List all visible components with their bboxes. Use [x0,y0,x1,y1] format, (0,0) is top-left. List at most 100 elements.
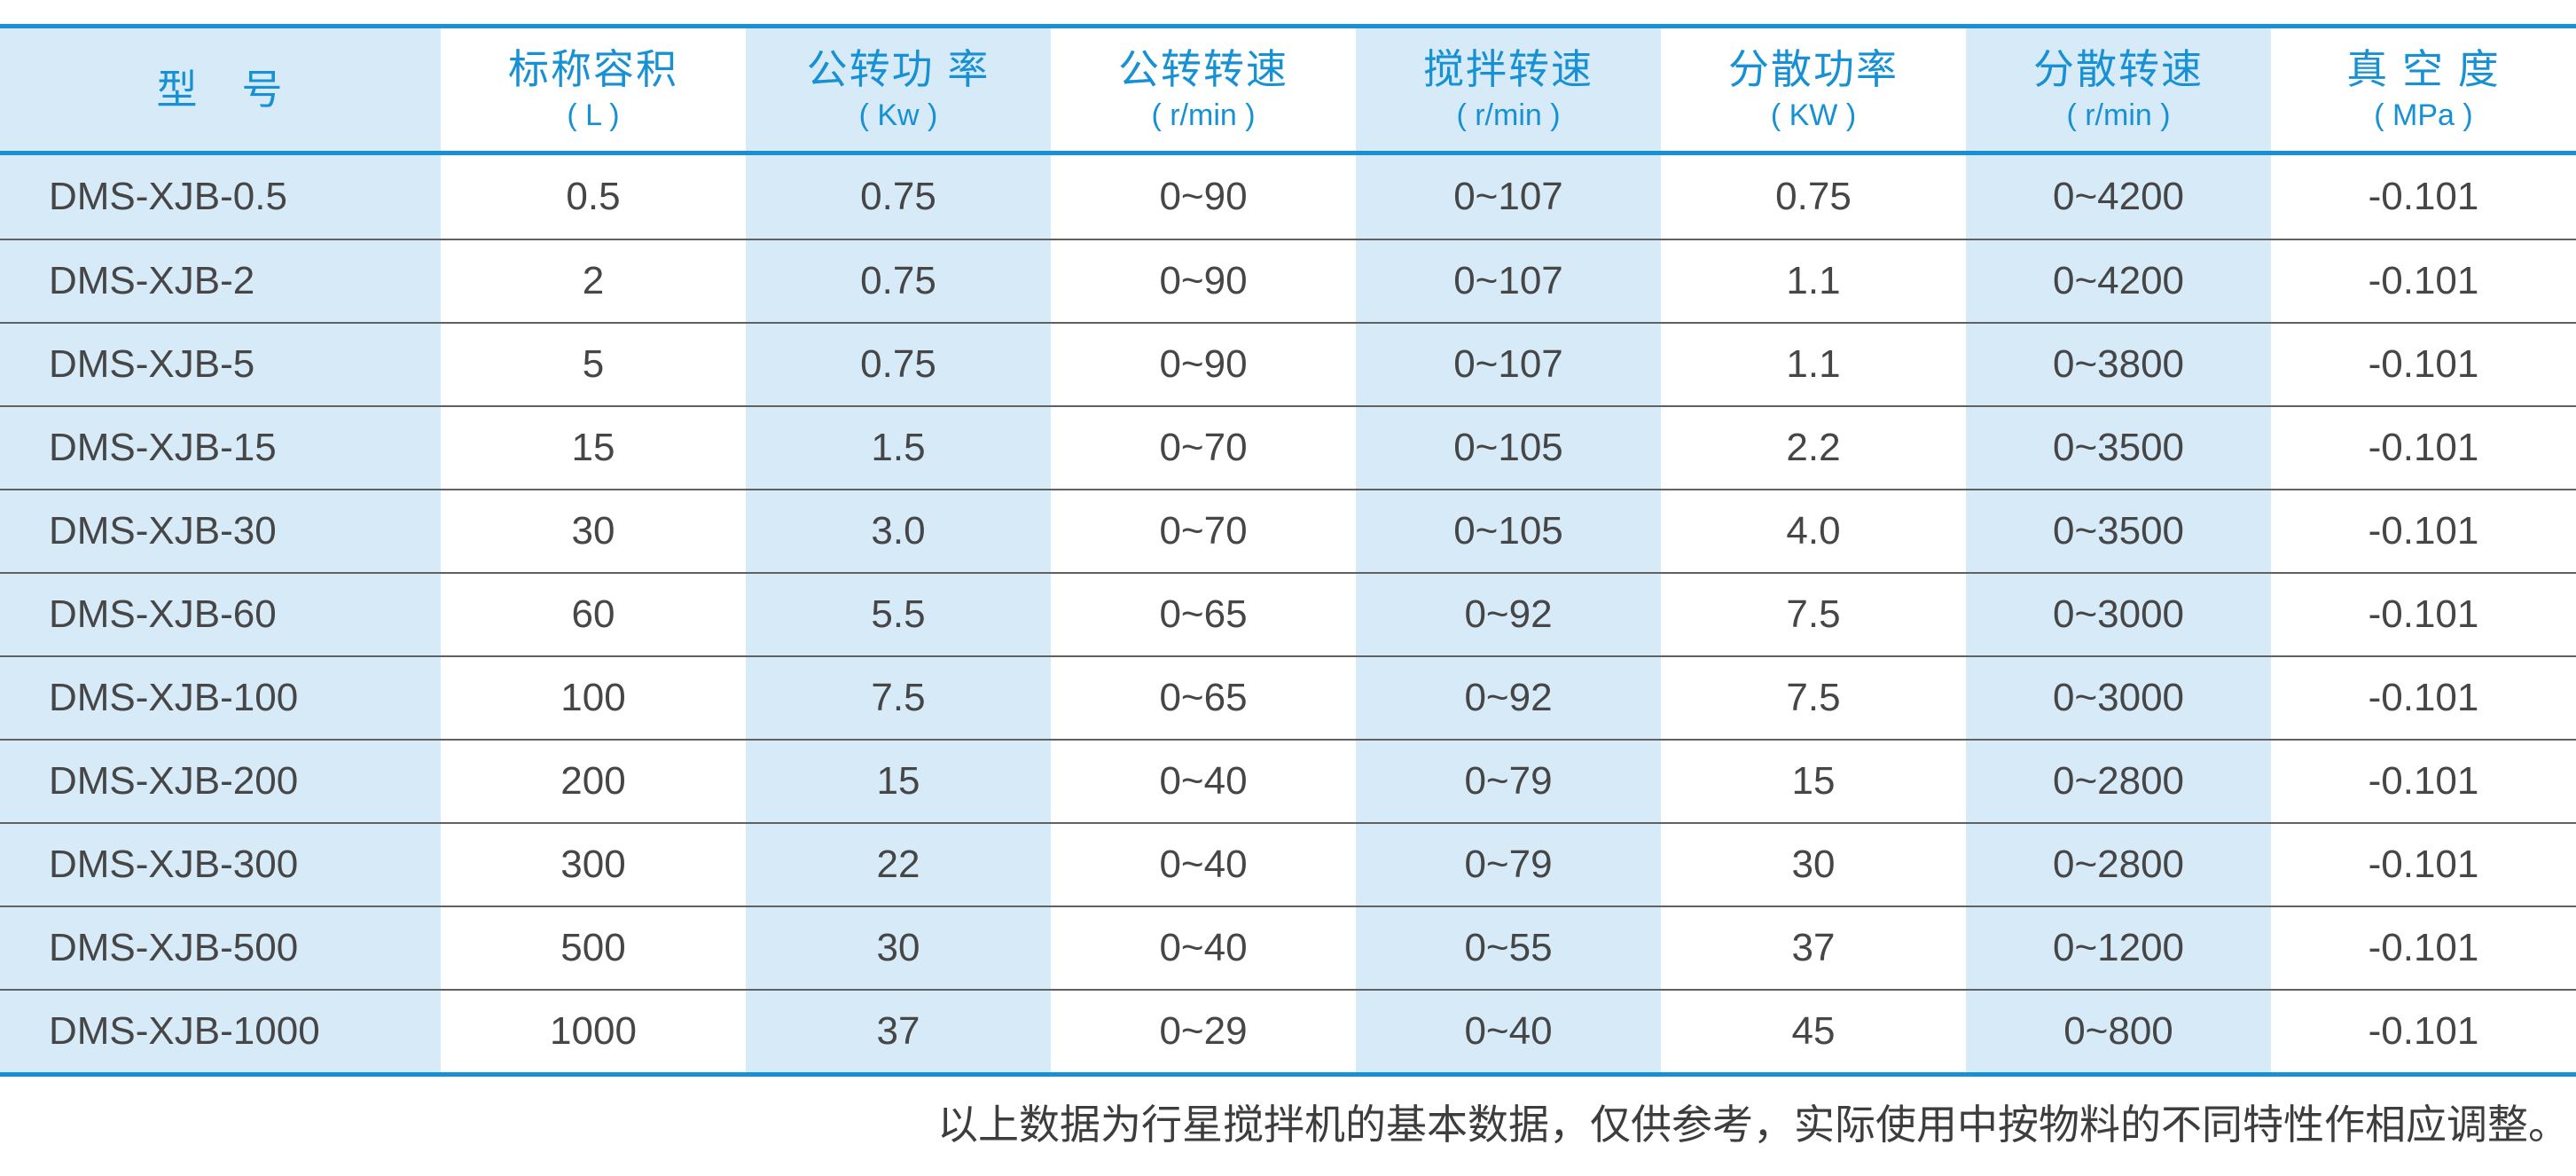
value-cell: 0~65 [1159,676,1248,719]
column-header-label: 搅拌转速 [1423,46,1593,92]
value-cell: 0~4200 [1966,155,2271,239]
value-cell: 0~90 [1159,259,1248,302]
table-row: DMS-XJB-0.5 0.5 0.75 0~90 0~107 0.75 0~4200 -0.… [0,155,2576,239]
value-cell: 0~92 [1356,574,1661,655]
value-cell: 30 [1791,843,1836,886]
value-cell: 2.2 [1786,426,1841,469]
value-cell: -0.101 [2368,926,2479,969]
column-header-unit: ( r/min ) [2066,98,2171,132]
value-cell: 30 [571,509,615,553]
value-cell: 0~107 [1356,324,1661,405]
model-cell: DMS-XJB-15 [0,407,441,489]
column-header-unit: ( r/min ) [1151,98,1256,132]
value-cell: 0~2800 [1966,824,2271,906]
value-cell: -0.101 [2368,426,2479,469]
footnote: 以上数据为行星搅拌机的基本数据，仅供参考，实际使用中按物料的不同特性作相应调整。 [937,1102,2569,1148]
value-cell: 100 [560,676,626,719]
column-header-label: 公转转速 [1118,46,1288,92]
value-cell: -0.101 [2368,592,2479,636]
value-cell: 2 [582,259,605,302]
model-cell: DMS-XJB-30 [0,490,441,572]
value-cell: 0~3800 [1966,324,2271,405]
value-cell: 4.0 [1786,509,1841,553]
value-cell: -0.101 [2368,259,2479,302]
table-row: DMS-XJB-60 60 5.5 0~65 0~92 7.5 0~3000 -0.101 [0,572,2576,655]
value-cell: 0~65 [1159,592,1248,636]
column-header-label: 分散转速 [2033,46,2204,92]
model-cell: DMS-XJB-200 [0,741,441,822]
value-cell: 3.0 [746,490,1051,572]
value-cell: 0.75 [746,155,1051,239]
value-cell: 0~3000 [1966,657,2271,739]
column-header-2: 标称容积 ( L ) [441,28,746,151]
value-cell: 0~105 [1356,490,1661,572]
column-header-unit: ( MPa ) [2374,98,2473,132]
value-cell: 0.75 [746,324,1051,405]
value-cell: 0~1200 [1966,907,2271,989]
value-cell: 15 [1791,759,1836,803]
table-body: DMS-XJB-0.5 0.5 0.75 0~90 0~107 0.75 0~4200 -0.… [0,155,2576,1072]
table-row: DMS-XJB-30 30 3.0 0~70 0~105 4.0 0~3500 -0.101 [0,489,2576,572]
value-cell: 0~79 [1356,741,1661,822]
value-cell: 0~70 [1159,509,1248,553]
column-header-unit: ( KW ) [1770,98,1857,132]
table-row: DMS-XJB-15 15 1.5 0~70 0~105 2.2 0~3500 -0.101 [0,405,2576,489]
model-cell: DMS-XJB-300 [0,824,441,906]
table-row: DMS-XJB-2 2 0.75 0~90 0~107 1.1 0~4200 -0.101 [0,239,2576,322]
value-cell: 7.5 [1786,592,1841,636]
table-row: DMS-XJB-100 100 7.5 0~65 0~92 7.5 0~3000 -0.101 [0,655,2576,739]
model-cell: DMS-XJB-1000 [0,991,441,1072]
value-cell: 37 [746,991,1051,1072]
value-cell: 5.5 [746,574,1051,655]
value-cell: 0.75 [746,240,1051,322]
value-cell: 0~800 [1966,991,2271,1072]
value-cell: 30 [746,907,1051,989]
model-cell: DMS-XJB-2 [0,240,441,322]
value-cell: 5 [582,342,605,386]
table-row: DMS-XJB-500 500 30 0~40 0~55 37 0~1200 -0.101 [0,906,2576,989]
value-cell: 22 [746,824,1051,906]
column-header-label: 标称容积 [508,46,678,92]
value-cell: 0~29 [1159,1009,1248,1053]
value-cell: -0.101 [2368,676,2479,719]
table-bottom-rule [0,1072,2576,1077]
value-cell: 0~70 [1159,426,1248,469]
value-cell: 1000 [550,1009,637,1053]
column-header-8: 真 空 度 ( MPa ) [2271,28,2576,151]
value-cell: 0~4200 [1966,240,2271,322]
model-cell: DMS-XJB-500 [0,907,441,989]
value-cell: 7.5 [1786,676,1841,719]
model-cell: DMS-XJB-100 [0,657,441,739]
value-cell: 0~92 [1356,657,1661,739]
value-cell: 60 [571,592,615,636]
value-cell: 0~79 [1356,824,1661,906]
value-cell: 0.5 [566,175,621,218]
value-cell: 0~40 [1159,759,1248,803]
model-cell: DMS-XJB-0.5 [0,155,441,239]
value-cell: 1.1 [1786,259,1841,302]
value-cell: 0~55 [1356,907,1661,989]
value-cell: 1.1 [1786,342,1841,386]
value-cell: -0.101 [2368,759,2479,803]
column-header-1: 型 号 [0,28,441,151]
value-cell: -0.101 [2368,175,2479,218]
value-cell: 500 [560,926,626,969]
value-cell: 0~3500 [1966,490,2271,572]
table-top-rule [0,24,2576,28]
value-cell: 0~40 [1159,843,1248,886]
model-cell: DMS-XJB-5 [0,324,441,405]
value-cell: 15 [746,741,1051,822]
value-cell: -0.101 [2368,1009,2479,1053]
value-cell: -0.101 [2368,843,2479,886]
value-cell: 0~3500 [1966,407,2271,489]
value-cell: 0~107 [1356,240,1661,322]
value-cell: 15 [571,426,615,469]
column-header-unit: ( L ) [567,98,620,132]
value-cell: 45 [1791,1009,1836,1053]
value-cell: -0.101 [2368,342,2479,386]
value-cell: 0~40 [1356,991,1661,1072]
column-header-unit: ( r/min ) [1456,98,1561,132]
value-cell: 0~105 [1356,407,1661,489]
column-header-4: 公转转速 ( r/min ) [1051,28,1356,151]
table-header-row: 型 号标称容积( L ) 公转功 率( Kw ) 公转转速( r/min ) 搅拌转速… [0,28,2576,151]
